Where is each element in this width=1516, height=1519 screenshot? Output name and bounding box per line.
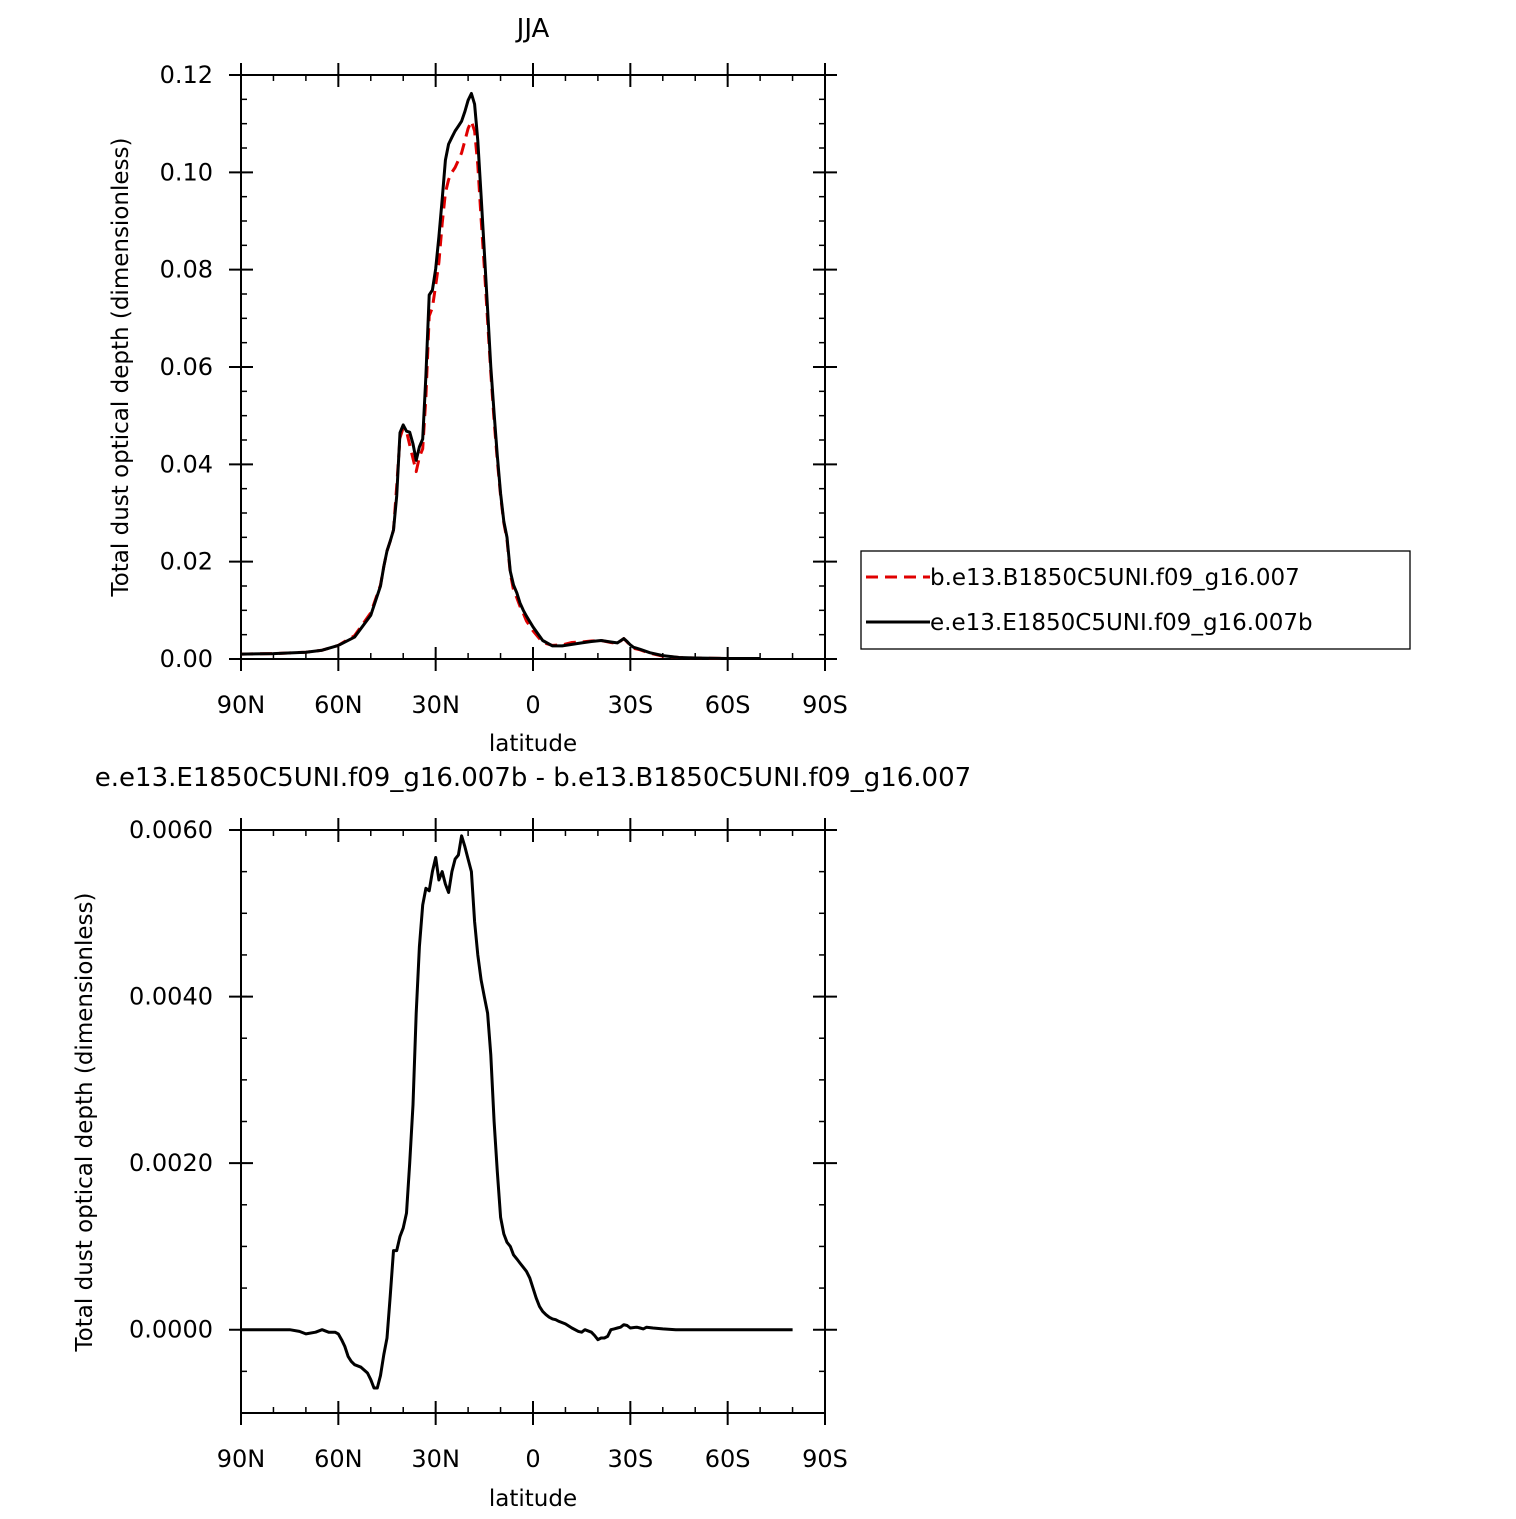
x-axis-label: latitude	[489, 1486, 577, 1512]
x-tick-label: 30S	[607, 1445, 653, 1473]
x-tick-label: 60S	[705, 691, 751, 719]
series-line	[240, 119, 761, 660]
x-tick-label: 90N	[217, 691, 266, 719]
legend-entry: b.e13.B1850C5UNI.f09_g16.007	[930, 565, 1300, 591]
y-axis-label: Total dust optical depth (dimensionless)	[72, 893, 98, 1353]
y-tick-label: 0.10	[160, 158, 213, 186]
x-tick-label: 30N	[411, 691, 460, 719]
y-tick-label: 0.12	[160, 61, 213, 89]
y-axis-label: Total dust optical depth (dimensionless)	[108, 138, 134, 598]
y-tick-label: 0.0000	[129, 1316, 213, 1344]
chart-title: JJA	[515, 14, 550, 44]
x-axis-label: latitude	[489, 731, 577, 757]
plot-frame	[240, 829, 826, 1414]
x-tick-label: 90S	[802, 691, 848, 719]
y-tick-label: 0.06	[160, 353, 213, 381]
x-tick-label: 30N	[411, 1445, 460, 1473]
chart-title: e.e13.E1850C5UNI.f09_g16.007b - b.e13.B1…	[95, 763, 971, 793]
y-tick-label: 0.02	[160, 548, 213, 576]
x-tick-label: 60N	[314, 1445, 363, 1473]
x-tick-label: 0	[525, 1445, 540, 1473]
plot-panel-bottom: 90N 60N 30N 0 30S 60S 90S 0.0000 0.0020 0.0040 0.0…	[129, 816, 848, 1473]
y-tick-label: 0.04	[160, 450, 213, 478]
legend-entry: e.e13.E1850C5UNI.f09_g16.007b	[930, 610, 1313, 636]
y-tick-label: 0.0040	[129, 983, 213, 1011]
x-tick-label: 90S	[802, 1445, 848, 1473]
x-tick-label: 60N	[314, 691, 363, 719]
plot-frame	[240, 74, 826, 660]
x-tick-label: 90N	[217, 1445, 266, 1473]
series-line	[240, 92, 761, 660]
legend-box	[860, 550, 1411, 650]
series-line	[241, 834, 793, 1390]
y-tick-label: 0.0060	[129, 816, 213, 844]
x-tick-label: 60S	[705, 1445, 751, 1473]
legend: b.e13.B1850C5UNI.f09_g16.007 e.e13.E1850…	[860, 550, 1411, 650]
y-tick-label: 0.0020	[129, 1149, 213, 1177]
x-tick-label: 0	[525, 691, 540, 719]
y-tick-label: 0.00	[160, 645, 213, 673]
plot-panel-top: 90N 60N 30N 0 30S 60S 90S 0.00 0.02 0.04 0.06 0.08 0…	[160, 61, 848, 719]
x-tick-label: 30S	[607, 691, 653, 719]
y-tick-label: 0.08	[160, 256, 213, 284]
